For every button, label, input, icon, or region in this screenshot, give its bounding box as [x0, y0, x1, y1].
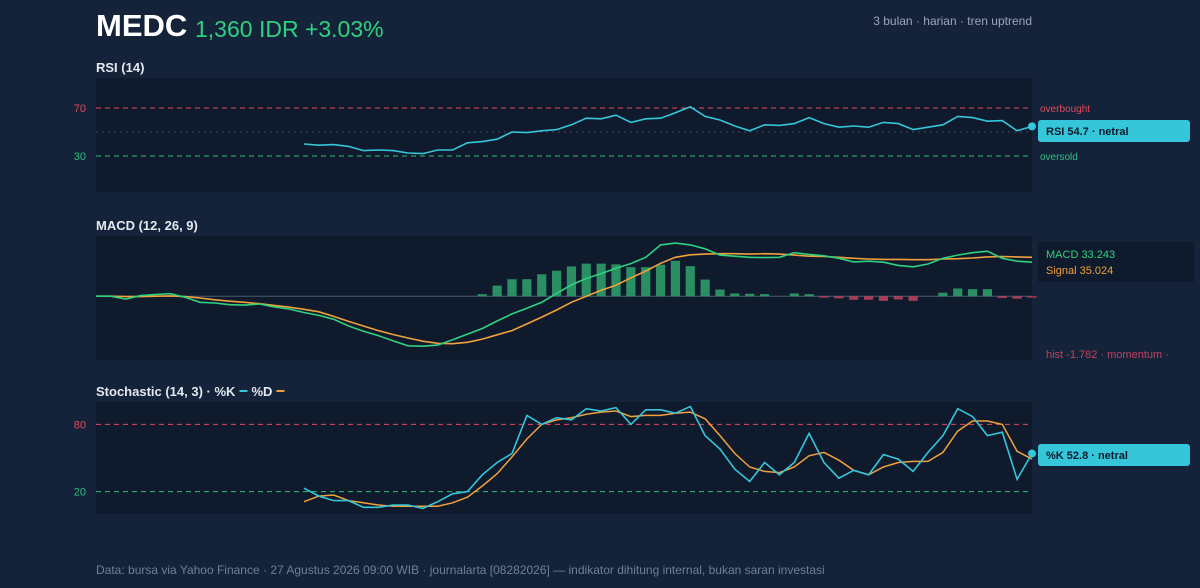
- macd-hist-bar: [507, 279, 517, 297]
- macd-hist-bar: [849, 296, 859, 300]
- macd-legend-macd: MACD 33.243: [1046, 249, 1115, 261]
- stoch-panel-title: Stochastic (14, 3) · %K: [96, 384, 236, 399]
- rsi-ref-label-overbought: overbought: [1040, 104, 1090, 115]
- timeframe-meta: 3 bulan · harian · tren uptrend: [873, 14, 1032, 28]
- rsi-badge-bg: [1038, 120, 1190, 142]
- stoch-ytick-80: 80: [74, 419, 86, 431]
- macd-hist-bar: [908, 296, 918, 301]
- rsi-ref-label-oversold: oversold: [1040, 152, 1078, 163]
- price-change: 1,360 IDR +3.03%: [195, 16, 384, 42]
- ticker-symbol: MEDC: [96, 8, 188, 43]
- macd-hist-bar: [492, 285, 502, 297]
- macd-legend-signal: Signal 35.024: [1046, 265, 1113, 277]
- macd-hist-bar: [581, 263, 591, 297]
- macd-hist-bar: [715, 289, 725, 297]
- macd-hist-bar: [1027, 296, 1037, 298]
- rsi-panel-bg: [96, 78, 1032, 192]
- stoch-badge-bg: [1038, 444, 1190, 466]
- rsi-last-point: [1028, 122, 1036, 131]
- rsi-badge: RSI 54.7 · netral: [1046, 126, 1129, 138]
- macd-hist-bar: [967, 289, 978, 297]
- macd-line: [96, 242, 1033, 348]
- macd-hist-bar: [730, 293, 740, 297]
- macd-panel-bg: [96, 236, 1032, 360]
- macd-hist-bar: [953, 288, 963, 297]
- macd-hist-bar: [759, 294, 770, 297]
- stoch-ytick-20: 20: [74, 487, 86, 499]
- macd-hist-bar: [878, 296, 889, 301]
- macd-hist-bar: [596, 263, 606, 297]
- macd-hist-bar: [789, 293, 799, 297]
- stoch-last-point: [1028, 449, 1036, 458]
- macd-hist-bar: [611, 264, 621, 297]
- stoch-panel-bg: [96, 402, 1032, 514]
- macd-hist-bar: [641, 267, 651, 297]
- rsi-panel-title: RSI (14): [96, 60, 144, 75]
- macd-hist-bar: [670, 260, 681, 297]
- macd-hist-bar: [834, 296, 844, 299]
- macd-hist-bar: [863, 296, 874, 300]
- macd-hist-bar: [804, 294, 814, 297]
- macd-hist-bar: [626, 267, 636, 297]
- rsi-line: [303, 105, 1033, 155]
- macd-hist-bar: [537, 274, 547, 297]
- macd-hist-bar: [997, 296, 1007, 298]
- macd-hist-annotation: hist -1.782 · momentum ·: [1046, 349, 1169, 361]
- macd-hist-bar: [700, 279, 710, 297]
- macd-panel-title: MACD (12, 26, 9): [96, 218, 198, 233]
- macd-hist-bar: [477, 294, 487, 297]
- macd-legend-box: [1038, 242, 1194, 282]
- macd-hist-bar: [745, 293, 755, 297]
- stoch-k-line: [303, 405, 1033, 510]
- macd-hist-bar: [685, 266, 695, 297]
- macd-hist-bar: [655, 264, 666, 297]
- macd-hist-bar: [938, 292, 948, 297]
- macd-hist-bar: [893, 296, 903, 300]
- macd-hist-bar: [819, 296, 829, 298]
- macd-hist-bar: [551, 270, 562, 297]
- macd-hist-bar: [566, 266, 577, 297]
- stoch-badge: %K 52.8 · netral: [1046, 450, 1128, 462]
- macd-hist-bar: [1012, 296, 1022, 299]
- stoch-d-line: [303, 410, 1033, 507]
- data-source-footer: Data: bursa via Yahoo Finance · 27 Agust…: [96, 563, 825, 577]
- rsi-ytick-30: 30: [74, 151, 86, 163]
- macd-hist-bar: [522, 279, 532, 297]
- rsi-ytick-70: 70: [74, 103, 86, 115]
- macd-hist-bar: [982, 289, 993, 297]
- signal-line: [96, 252, 1033, 345]
- stoch-d-legend-label: %D: [251, 384, 272, 399]
